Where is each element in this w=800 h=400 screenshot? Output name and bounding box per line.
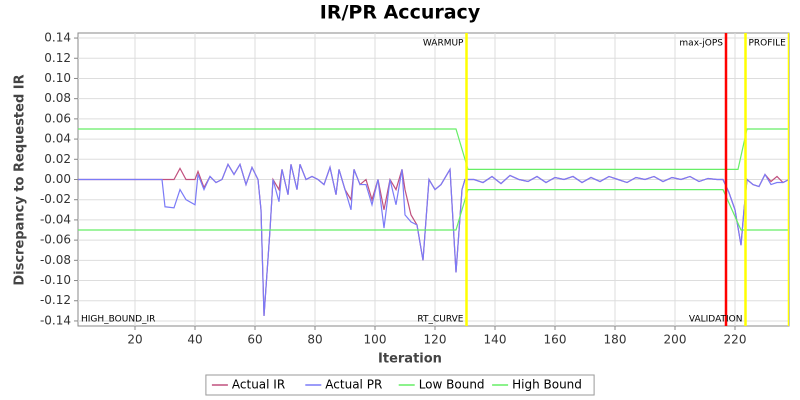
y-tick-label: -0.12: [40, 293, 71, 307]
x-tick-label: 80: [307, 333, 322, 347]
x-axis-label: Iteration: [378, 352, 442, 367]
x-tick-label: 160: [544, 333, 567, 347]
chart-title: IR/PR Accuracy: [320, 2, 481, 24]
x-tick-label: 200: [664, 333, 687, 347]
series-line: [78, 162, 789, 316]
annotation: max-jOPS: [679, 39, 723, 49]
y-tick-label: -0.14: [40, 313, 71, 327]
y-tick-label: 0.10: [44, 71, 71, 85]
legend-label: High Bound: [512, 378, 582, 392]
x-tick-label: 120: [424, 333, 447, 347]
y-tick-label: 0.12: [44, 51, 71, 65]
annotation: PROFILE: [749, 39, 787, 49]
y-tick-label: -0.04: [40, 212, 71, 226]
y-tick-label: -0.06: [40, 233, 71, 247]
plot-layer: [78, 33, 789, 326]
legend-label: Low Bound: [419, 378, 485, 392]
y-tick-label: 0.00: [44, 172, 71, 186]
annotation: WARMUP: [423, 39, 464, 49]
y-tick-label: 0.06: [44, 111, 71, 125]
x-tick-label: 100: [364, 333, 387, 347]
y-tick-label: -0.10: [40, 273, 71, 287]
y-tick-label: 0.14: [44, 31, 71, 45]
x-tick-label: 220: [724, 333, 747, 347]
x-tick-label: 40: [187, 333, 202, 347]
series-line: [78, 189, 789, 231]
x-tick-label: 20: [127, 333, 142, 347]
legend-label: Actual PR: [325, 378, 382, 392]
x-tick-label: 180: [604, 333, 627, 347]
x-tick-label: 140: [484, 333, 507, 347]
y-tick-label: 0.04: [44, 132, 71, 146]
y-tick-label: 0.02: [44, 152, 71, 166]
y-tick-label: -0.02: [40, 192, 71, 206]
legend-label: Actual IR: [232, 378, 285, 392]
annotation: HIGH_BOUND_IR: [81, 315, 155, 325]
y-axis-label: Discrepancy to Requested IR: [13, 74, 28, 285]
y-tick-label: 0.08: [44, 91, 71, 105]
annotation: RT_CURVE: [417, 315, 463, 325]
annotation: VALIDATION: [689, 315, 743, 325]
series-line: [78, 128, 789, 170]
x-tick-label: 60: [247, 333, 262, 347]
y-tick-label: -0.08: [40, 253, 71, 267]
